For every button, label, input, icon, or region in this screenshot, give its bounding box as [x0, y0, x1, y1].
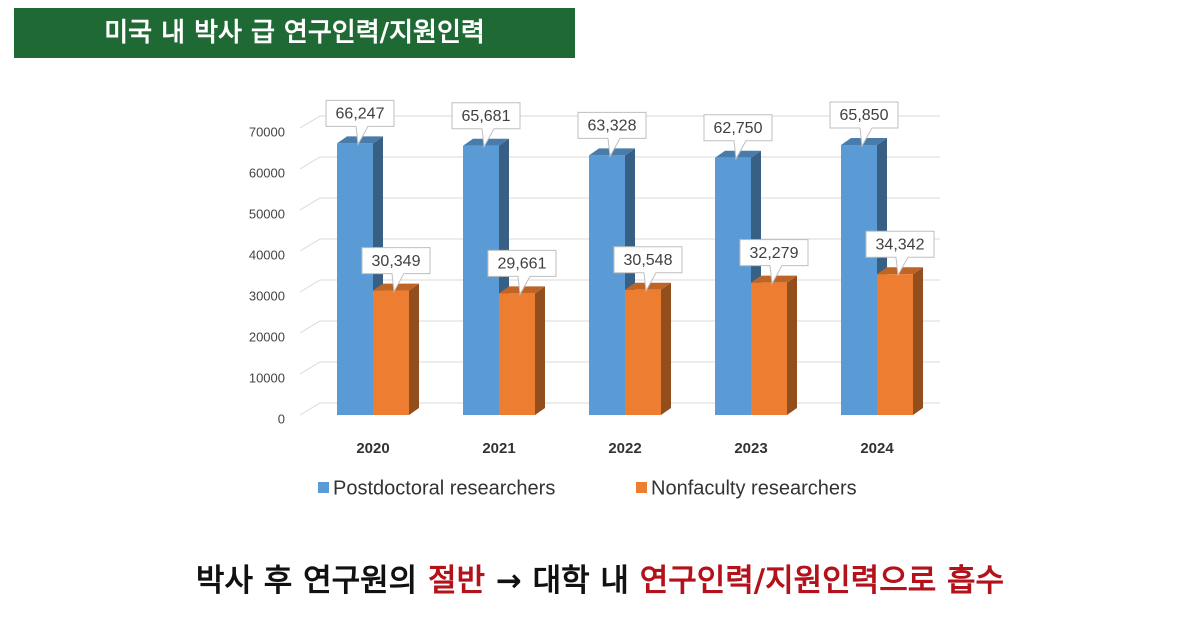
legend-label: Nonfaculty researchers [651, 477, 857, 499]
y-tick-label: 60000 [249, 165, 285, 180]
y-tick-label: 40000 [249, 247, 285, 262]
data-label-callout [865, 230, 935, 277]
data-label-callout [577, 111, 647, 158]
y-tick-label: 70000 [249, 124, 285, 139]
data-label: 29,661 [498, 256, 547, 273]
data-label: 34,342 [876, 236, 925, 253]
bar [841, 145, 877, 415]
data-label: 32,279 [750, 245, 799, 262]
data-label: 65,850 [840, 107, 889, 124]
data-label: 66,247 [336, 106, 385, 123]
data-label: 30,349 [372, 253, 421, 270]
legend-swatch [636, 482, 647, 493]
data-label-callout [703, 114, 773, 161]
bar [589, 155, 625, 415]
bar-side [535, 286, 545, 415]
data-label-callout [325, 99, 395, 146]
data-label: 63,328 [588, 118, 637, 135]
bar [463, 145, 499, 416]
conclusion-text: → 대학 내 [495, 563, 629, 599]
data-label-callout [739, 239, 809, 286]
bar [877, 274, 913, 415]
y-tick-label: 0 [278, 411, 285, 426]
bar [499, 293, 535, 415]
conclusion-highlight: 절반 [427, 563, 485, 599]
y-tick-label: 20000 [249, 329, 285, 344]
y-tick-label: 10000 [249, 370, 285, 385]
bar [373, 290, 409, 415]
data-label-callout [613, 246, 683, 293]
data-label-callout [829, 101, 899, 148]
data-label-callout [451, 102, 521, 149]
data-label: 62,750 [714, 120, 763, 137]
bar [751, 282, 787, 415]
bar-side [913, 267, 923, 415]
conclusion: 박사 후 연구원의 절반 → 대학 내 연구인력/지원인력으로 흡수 [0, 555, 1200, 600]
bar-side [661, 282, 671, 415]
data-label-callout [487, 249, 557, 297]
y-tick-label: 30000 [249, 288, 285, 303]
bar [625, 289, 661, 415]
legend-label: Postdoctoral researchers [333, 477, 555, 499]
x-tick-label: 2023 [734, 440, 767, 457]
y-tick-label: 50000 [249, 206, 285, 221]
bar [337, 143, 373, 415]
data-label: 65,681 [462, 108, 511, 125]
data-label: 30,548 [624, 252, 673, 269]
x-tick-label: 2020 [356, 440, 389, 457]
x-tick-label: 2022 [608, 440, 641, 457]
conclusion-text: 박사 후 연구원의 [195, 563, 418, 599]
data-label-callout [361, 247, 431, 294]
bar [715, 157, 751, 415]
x-tick-label: 2021 [482, 440, 515, 457]
bar-side [787, 275, 797, 415]
legend-swatch [318, 482, 329, 493]
conclusion-highlight: 연구인력/지원인력으로 흡수 [639, 563, 1005, 599]
slide-title: 미국 내 박사 급 연구인력/지원인력 [14, 8, 575, 58]
bar-side [409, 283, 419, 415]
x-tick-label: 2024 [860, 440, 894, 457]
